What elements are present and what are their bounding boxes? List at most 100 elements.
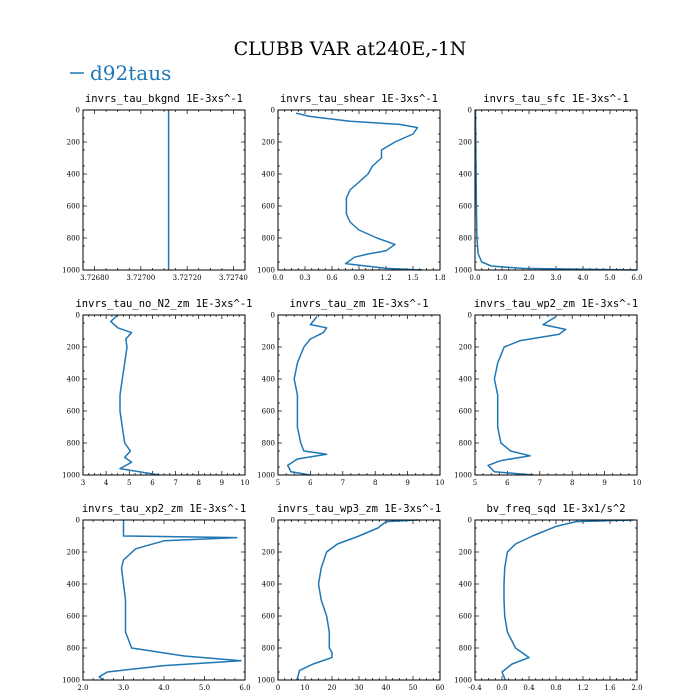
x-tick-label: 0.4 <box>523 684 535 692</box>
plot-frame <box>277 109 441 271</box>
chart-panel-7: invrs_tau_xp2_zm 1E-3xs^-10 200 400 600 800 1… <box>62 503 250 692</box>
x-tick-label: -0.4 <box>468 684 482 692</box>
y-tick-label: 0 <box>271 517 275 525</box>
y-tick-label: 600 <box>67 613 80 621</box>
y-tick-label: 800 <box>262 440 275 448</box>
y-tick-label: 200 <box>67 549 80 557</box>
y-tick-label: 800 <box>67 645 80 653</box>
x-tick-label: 5.0 <box>604 274 615 282</box>
figure-title: CLUBB VAR at240E,-1N <box>234 38 467 60</box>
panel-title: bv_freq_sqd 1E-3x1/s^2 <box>486 503 625 515</box>
x-tick-label: 7 <box>538 479 542 487</box>
series-line <box>474 109 638 271</box>
series-line <box>296 519 419 681</box>
panel-title: invrs_tau_sfc 1E-3xs^-1 <box>483 93 628 105</box>
y-tick-label: 800 <box>67 235 80 243</box>
y-tick-label: 400 <box>262 581 275 589</box>
y-tick-label: 200 <box>262 549 275 557</box>
y-tick-label: 800 <box>262 645 275 653</box>
y-tick-label: 0 <box>76 312 80 320</box>
plot-frame <box>82 109 246 271</box>
plot-frame <box>277 314 441 476</box>
y-tick-label: 400 <box>67 581 80 589</box>
x-tick-label: 7 <box>173 479 177 487</box>
panel-title: invrs_tau_wp3_zm 1E-3xs^-1 <box>277 503 441 515</box>
y-tick-label: 200 <box>262 139 275 147</box>
series-line <box>98 520 242 681</box>
panel-title: invrs_tau_xp2_zm 1E-3xs^-1 <box>82 503 246 515</box>
y-tick-label: 0 <box>271 107 275 115</box>
x-tick-label: 3.0 <box>550 274 561 282</box>
x-tick-label: 4.0 <box>577 274 588 282</box>
y-tick-label: 200 <box>67 344 80 352</box>
x-tick-label: 2.0 <box>631 684 642 692</box>
x-tick-label: 0.3 <box>299 274 310 282</box>
chart-panel-2: invrs_tau_shear 1E-3xs^-1 0 200 400 600 800 10… <box>257 93 445 282</box>
y-tick-label: 1000 <box>62 267 80 275</box>
panel-title: invrs_tau_wp2_zm 1E-3xs^-1 <box>474 298 638 310</box>
x-tick-label: 60 <box>436 684 445 692</box>
x-tick-label: 0.0 <box>496 684 507 692</box>
x-tick-label: 3.72740 <box>219 274 248 282</box>
y-tick-label: 600 <box>262 203 275 211</box>
y-tick-label: 0 <box>468 312 472 320</box>
y-tick-label: 600 <box>262 408 275 416</box>
x-tick-label: 10 <box>633 479 642 487</box>
chart-panel-1: invrs_tau_bkgnd 1E-3xs^-1 0 200 400 600 800 10… <box>62 93 248 282</box>
series-line <box>286 316 328 476</box>
x-tick-label: 4 <box>104 479 109 487</box>
series-line <box>487 315 567 476</box>
x-tick-label: 9 <box>405 479 409 487</box>
chart-panel-3: invrs_tau_sfc 1E-3xs^-1 0 200 400 600 800 1000… <box>454 93 642 282</box>
x-tick-label: 0.6 <box>326 274 338 282</box>
x-tick-label: 9 <box>602 479 606 487</box>
x-tick-label: 6.0 <box>631 274 642 282</box>
y-tick-label: 400 <box>67 171 80 179</box>
y-tick-label: 800 <box>459 645 472 653</box>
series-line <box>501 519 634 681</box>
x-tick-label: 40 <box>382 684 391 692</box>
y-tick-label: 200 <box>262 344 275 352</box>
x-tick-label: 3 <box>81 479 85 487</box>
x-tick-label: 8 <box>196 479 200 487</box>
y-tick-label: 0 <box>468 107 472 115</box>
x-tick-label: 3.72720 <box>173 274 202 282</box>
x-tick-label: 5 <box>473 479 477 487</box>
x-tick-label: 7 <box>341 479 345 487</box>
x-tick-label: 10 <box>301 684 310 692</box>
panel-title: invrs_tau_zm 1E-3xs^-1 <box>289 298 428 310</box>
x-tick-label: 8 <box>373 479 377 487</box>
y-tick-label: 0 <box>76 107 80 115</box>
y-tick-label: 0 <box>76 517 80 525</box>
x-tick-label: 1.6 <box>604 684 616 692</box>
panel-title: invrs_tau_no_N2_zm 1E-3xs^-1 <box>75 298 252 310</box>
y-tick-label: 1000 <box>454 472 472 480</box>
x-tick-label: 6 <box>150 479 155 487</box>
chart-panel-4: invrs_tau_no_N2_zm 1E-3xs^-1 0 200 400 600 80… <box>62 298 252 487</box>
plot-frame <box>277 519 441 681</box>
x-tick-label: 6 <box>505 479 510 487</box>
series-line <box>110 314 160 476</box>
x-tick-label: 5.0 <box>199 684 210 692</box>
x-tick-label: 0 <box>276 684 280 692</box>
chart-panel-6: invrs_tau_wp2_zm 1E-3xs^-10 200 400 600 800 1… <box>454 298 641 487</box>
x-tick-label: 1.2 <box>380 274 391 282</box>
x-tick-label: 3.72700 <box>126 274 155 282</box>
y-tick-label: 1000 <box>257 677 275 685</box>
x-tick-label: 30 <box>355 684 364 692</box>
y-tick-label: 400 <box>262 171 275 179</box>
plot-frame <box>474 519 638 681</box>
y-tick-label: 800 <box>67 440 80 448</box>
x-tick-label: 6.0 <box>239 684 250 692</box>
y-tick-label: 1000 <box>62 472 80 480</box>
y-tick-label: 600 <box>459 408 472 416</box>
x-tick-label: 20 <box>328 684 337 692</box>
y-tick-label: 0 <box>271 312 275 320</box>
x-tick-label: 50 <box>409 684 418 692</box>
y-tick-label: 1000 <box>62 677 80 685</box>
chart-panel-5: invrs_tau_zm 1E-3xs^-1 0 200 400 600 800 10005… <box>257 298 444 487</box>
y-tick-label: 1000 <box>257 472 275 480</box>
y-tick-label: 1000 <box>454 267 472 275</box>
legend: d92taus <box>70 61 171 85</box>
x-tick-label: 0.9 <box>353 274 364 282</box>
